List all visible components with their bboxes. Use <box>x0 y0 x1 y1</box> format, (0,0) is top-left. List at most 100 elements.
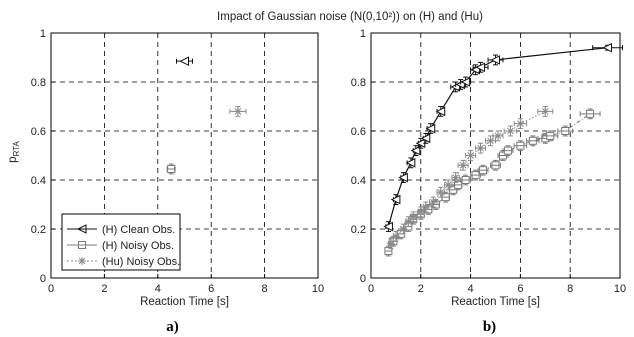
series-asterisk <box>229 106 247 117</box>
asterisk-stroke <box>422 203 430 211</box>
data-point-asterisk <box>476 144 485 153</box>
y-tick-label: 0.2 <box>31 224 46 236</box>
y-tick-label: 0.4 <box>31 175 46 187</box>
plot-frame <box>50 32 319 279</box>
x-tick-label: 8 <box>262 283 268 295</box>
data-point-asterisk <box>391 232 400 241</box>
data-point-triangle <box>420 133 431 144</box>
panel-label: a) <box>166 319 179 335</box>
x-tick-label: 6 <box>517 283 523 295</box>
x-axis-label: Reaction Time [s] <box>451 296 540 308</box>
y-tick-label: 0 <box>40 273 46 285</box>
asterisk-stroke <box>507 127 514 135</box>
data-point-asterisk <box>493 131 502 140</box>
plot-frame <box>370 32 621 279</box>
panel-a: 0 2 4 6 8 10 0 0.2 0.4 0.6 0.8 1 Reaction Time [s] a) <box>31 28 324 335</box>
y-tick-label: 0.6 <box>31 126 46 138</box>
data-point-asterisk <box>541 107 550 116</box>
legend-item-noisy-hu: (Hu) Noisy Obs. <box>67 256 180 268</box>
asterisk-stroke <box>494 132 502 140</box>
x-tick-label: 10 <box>312 283 324 295</box>
y-axis-label-sub: RTA <box>12 141 21 157</box>
x-tick-label: 10 <box>614 283 626 295</box>
data-point-triangle <box>460 77 471 87</box>
legend-label-noisy-h: (H) Noisy Obs. <box>102 240 174 252</box>
data-point-triangle <box>475 62 486 73</box>
asterisk-stroke <box>477 144 484 152</box>
series-left-triangle <box>175 56 194 66</box>
y-axis-label: pRTA <box>7 141 21 163</box>
data-point-triangle <box>410 145 421 156</box>
asterisk-stroke <box>452 174 460 181</box>
data-point-asterisk <box>466 151 475 160</box>
x-tick-label: 0 <box>48 283 54 295</box>
data-point-asterisk <box>451 173 460 182</box>
data-point-triangle <box>405 158 416 168</box>
left-triangle-icon <box>76 224 87 234</box>
figure-title: Impact of Gaussian noise (N(0,10²)) on (… <box>217 11 483 23</box>
x-tick-label: 2 <box>101 283 107 295</box>
x-tick-label: 0 <box>368 283 374 295</box>
asterisk-stroke <box>409 213 417 221</box>
data-point-triangle <box>390 194 401 205</box>
y-tick-label: 1 <box>360 28 366 40</box>
panel-b: 0 2 4 6 8 10 0 0.2 0.4 0.6 0.8 1 Reaction Time [s] b) <box>351 28 626 335</box>
data-point-asterisk <box>409 212 418 221</box>
data-point-triangle <box>425 123 436 134</box>
data-point-asterisk <box>386 239 395 248</box>
legend-label-clean: (H) Clean Obs. <box>102 224 175 236</box>
data-point-asterisk <box>399 225 408 233</box>
asterisk-stroke <box>541 108 549 115</box>
asterisk-stroke <box>400 225 407 233</box>
data-point-asterisk <box>459 161 468 170</box>
legend-label-noisy-hu: (Hu) Noisy Obs. <box>102 256 180 268</box>
y-axis-label-main: p <box>7 156 19 162</box>
y-tick-label: 0.8 <box>351 77 366 89</box>
x-tick-label: 4 <box>155 283 161 295</box>
data-point-asterisk <box>486 136 495 145</box>
data-point-asterisk <box>506 127 515 135</box>
data-point-triangle <box>398 172 408 183</box>
series-asterisk <box>386 106 554 250</box>
y-tick-label: 0.8 <box>31 77 46 89</box>
data-point-triangle <box>435 106 446 117</box>
data-point-asterisk <box>436 188 445 197</box>
asterisk-stroke <box>444 181 452 189</box>
series-left-triangle <box>383 42 623 232</box>
asterisk-stroke <box>467 152 474 159</box>
data-point-triangle <box>383 221 393 232</box>
data-point-asterisk <box>429 198 438 207</box>
asterisk-icon <box>78 257 86 265</box>
asterisk-stroke <box>429 198 437 206</box>
data-point-triangle <box>602 42 613 53</box>
data-point-asterisk <box>421 202 430 211</box>
x-tick-label: 8 <box>567 283 573 295</box>
asterisk-stroke <box>437 188 445 196</box>
data-point-asterisk <box>444 180 453 189</box>
x-tick-label: 6 <box>208 283 214 295</box>
data-point-asterisk <box>516 119 525 128</box>
x-tick-label: 4 <box>468 283 474 295</box>
data-point-triangle <box>490 55 500 65</box>
asterisk-stroke <box>459 161 467 169</box>
series-line <box>387 113 591 252</box>
x-axis-label: Reaction Time [s] <box>140 296 229 308</box>
legend-item-clean: (H) Clean Obs. <box>67 224 175 236</box>
legend: (H) Clean Obs. (H) Noisy Obs. (Hu) Noisy… <box>61 213 181 271</box>
asterisk-stroke <box>487 137 494 145</box>
x-tick-label: 2 <box>418 283 424 295</box>
data-point-triangle <box>179 56 189 66</box>
y-tick-label: 0.2 <box>351 224 366 236</box>
panel-label: b) <box>483 319 496 335</box>
series-square <box>166 163 176 175</box>
y-tick-label: 0.6 <box>351 126 366 138</box>
legend-item-noisy-h: (H) Noisy Obs. <box>67 240 174 252</box>
asterisk-stroke <box>392 232 400 240</box>
asterisk-stroke <box>517 120 524 128</box>
data-point-asterisk <box>233 107 242 116</box>
asterisk-stroke <box>387 240 395 248</box>
y-tick-label: 0.4 <box>351 175 366 187</box>
y-tick-label: 1 <box>40 28 46 40</box>
y-tick-label: 0 <box>360 273 366 285</box>
